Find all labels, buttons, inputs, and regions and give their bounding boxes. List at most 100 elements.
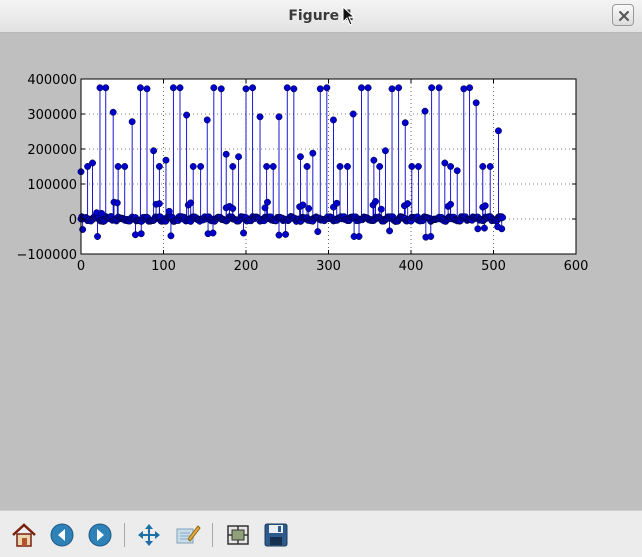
data-series [77, 84, 507, 241]
stem-marker [256, 113, 264, 121]
stem-marker [499, 213, 507, 221]
navigation-toolbar [0, 510, 642, 557]
pan-button[interactable] [135, 521, 163, 549]
back-button[interactable] [48, 521, 76, 549]
stem-marker [94, 233, 101, 240]
stem-marker [349, 110, 357, 118]
stem-marker [203, 116, 211, 124]
stem-marker [364, 84, 372, 92]
y-tick-label: 100000 [27, 178, 77, 193]
stem-marker [132, 231, 139, 239]
stem-marker [189, 163, 197, 170]
stem-marker [297, 153, 304, 161]
y-tick-label: −100000 [16, 248, 77, 263]
subplots-button[interactable] [224, 521, 252, 549]
home-icon [12, 523, 36, 547]
stem-marker [183, 111, 191, 119]
close-icon [619, 11, 629, 21]
stem-marker [474, 225, 482, 233]
stem-marker [114, 163, 122, 170]
stem-marker [283, 84, 291, 92]
y-tick-label: 400000 [27, 73, 77, 88]
stem-marker [330, 116, 337, 124]
stem-marker [386, 227, 393, 235]
stem-marker [480, 224, 488, 232]
stem-marker [486, 163, 494, 170]
stem-marker [323, 84, 331, 92]
stem-marker [309, 149, 317, 157]
mouse-cursor-icon [342, 6, 356, 26]
stem-marker [113, 199, 121, 207]
forward-button[interactable] [86, 521, 114, 549]
stem-marker [109, 108, 117, 116]
stem-marker [314, 228, 322, 236]
stem-marker [169, 84, 177, 92]
stem-marker [395, 84, 403, 92]
stem-marker [372, 198, 379, 205]
stem-marker [479, 163, 487, 170]
stem-marker [435, 84, 443, 92]
y-tick-label: 0 [69, 213, 77, 228]
stem-marker [162, 156, 170, 164]
stem-marker [229, 163, 237, 170]
toolbar-separator [124, 523, 125, 547]
stem-marker [197, 163, 205, 170]
stem-marker [121, 163, 129, 170]
window-titlebar[interactable]: Figure 1 [0, 0, 642, 33]
x-tick-label: 400 [399, 259, 424, 274]
stem-marker [137, 230, 145, 238]
stem-marker [441, 159, 449, 167]
figure-canvas[interactable]: 0 100 200 300 400 500 600 −100000 0 100000 200000 3… [0, 34, 642, 510]
stem-marker [275, 231, 283, 239]
stem-marker [242, 85, 250, 93]
stem-marker [460, 85, 468, 93]
stem-marker [370, 156, 378, 164]
x-tick-label: 500 [481, 259, 506, 274]
stem-marker [495, 127, 502, 135]
zoom-button[interactable] [174, 521, 202, 549]
stem-marker [79, 226, 87, 233]
save-floppy-icon [264, 523, 288, 547]
stem-marker [187, 199, 195, 207]
stem-marker [408, 163, 416, 170]
stem-marker [136, 84, 144, 92]
stem-marker [336, 163, 344, 170]
stem-marker [427, 233, 435, 240]
axis-ticks: 0 100 200 300 400 500 600−10000001000002000003… [16, 73, 588, 274]
stem-marker [466, 84, 474, 92]
stem-marker [128, 118, 136, 126]
stem-marker [96, 84, 104, 92]
stem-marker [176, 84, 184, 92]
stem-marker [143, 85, 151, 93]
stem-marker [316, 85, 324, 93]
home-button[interactable] [10, 521, 38, 549]
forward-arrow-icon [88, 523, 112, 547]
y-tick-label: 200000 [27, 143, 77, 158]
stem-marker [282, 230, 290, 238]
stem-marker [222, 150, 230, 158]
stem-marker [303, 163, 311, 170]
stem-plot[interactable]: 0 100 200 300 400 500 600−10000001000002000003… [0, 34, 642, 510]
stem-marker [376, 163, 384, 170]
stem-marker [358, 84, 365, 92]
x-tick-label: 300 [316, 259, 341, 274]
y-tick-label: 300000 [27, 108, 77, 123]
stem-marker [155, 163, 163, 170]
save-button[interactable] [262, 521, 290, 549]
stem-marker [98, 209, 106, 217]
stem-marker [102, 84, 110, 92]
stem-marker [447, 200, 455, 208]
x-tick-label: 600 [564, 259, 589, 274]
stem-marker [89, 159, 97, 167]
x-tick-label: 200 [234, 259, 259, 274]
stem-marker [249, 84, 257, 92]
pan-move-icon [138, 524, 160, 546]
stem-marker [269, 163, 277, 170]
stem-marker [428, 84, 436, 92]
stem-marker [217, 85, 225, 93]
stem-marker [305, 205, 313, 212]
stem-marker [167, 232, 175, 240]
close-button[interactable] [612, 4, 634, 26]
stem-marker [290, 85, 298, 93]
plot-frame [80, 78, 577, 255]
